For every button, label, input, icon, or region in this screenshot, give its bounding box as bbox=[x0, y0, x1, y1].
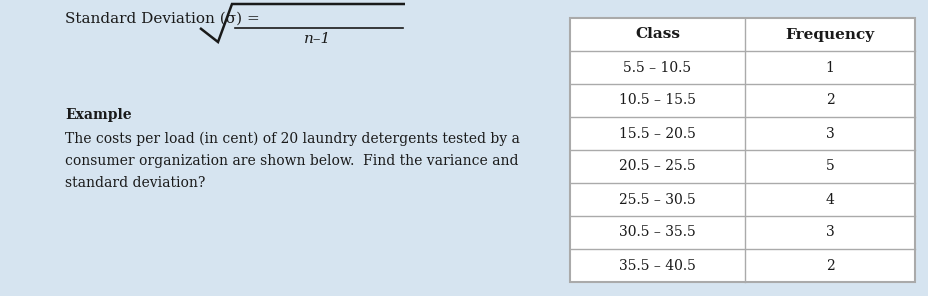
Text: standard deviation?: standard deviation? bbox=[65, 176, 205, 190]
Text: 2: 2 bbox=[825, 94, 833, 107]
Text: Standard Deviation (σ) =: Standard Deviation (σ) = bbox=[65, 12, 260, 26]
Text: 5.5 – 10.5: 5.5 – 10.5 bbox=[623, 60, 690, 75]
Text: 10.5 – 15.5: 10.5 – 15.5 bbox=[618, 94, 695, 107]
Text: 1: 1 bbox=[825, 60, 833, 75]
Text: 30.5 – 35.5: 30.5 – 35.5 bbox=[618, 226, 695, 239]
Text: 2: 2 bbox=[825, 258, 833, 273]
Text: 4: 4 bbox=[825, 192, 833, 207]
Text: 3: 3 bbox=[825, 226, 833, 239]
Text: Frequency: Frequency bbox=[784, 28, 873, 41]
Text: 15.5 – 20.5: 15.5 – 20.5 bbox=[618, 126, 695, 141]
Text: Class: Class bbox=[635, 28, 679, 41]
Text: n–1: n–1 bbox=[304, 32, 331, 46]
Text: 3: 3 bbox=[825, 126, 833, 141]
Text: consumer organization are shown below.  Find the variance and: consumer organization are shown below. F… bbox=[65, 154, 518, 168]
Bar bbox=[570, 18, 914, 282]
Text: 5: 5 bbox=[825, 160, 833, 173]
Text: 25.5 – 30.5: 25.5 – 30.5 bbox=[618, 192, 695, 207]
Text: The costs per load (in cent) of 20 laundry detergents tested by a: The costs per load (in cent) of 20 laund… bbox=[65, 132, 520, 147]
Text: 35.5 – 40.5: 35.5 – 40.5 bbox=[618, 258, 695, 273]
Text: 20.5 – 25.5: 20.5 – 25.5 bbox=[618, 160, 695, 173]
Bar bbox=[570, 18, 914, 282]
Text: Example: Example bbox=[65, 108, 132, 122]
